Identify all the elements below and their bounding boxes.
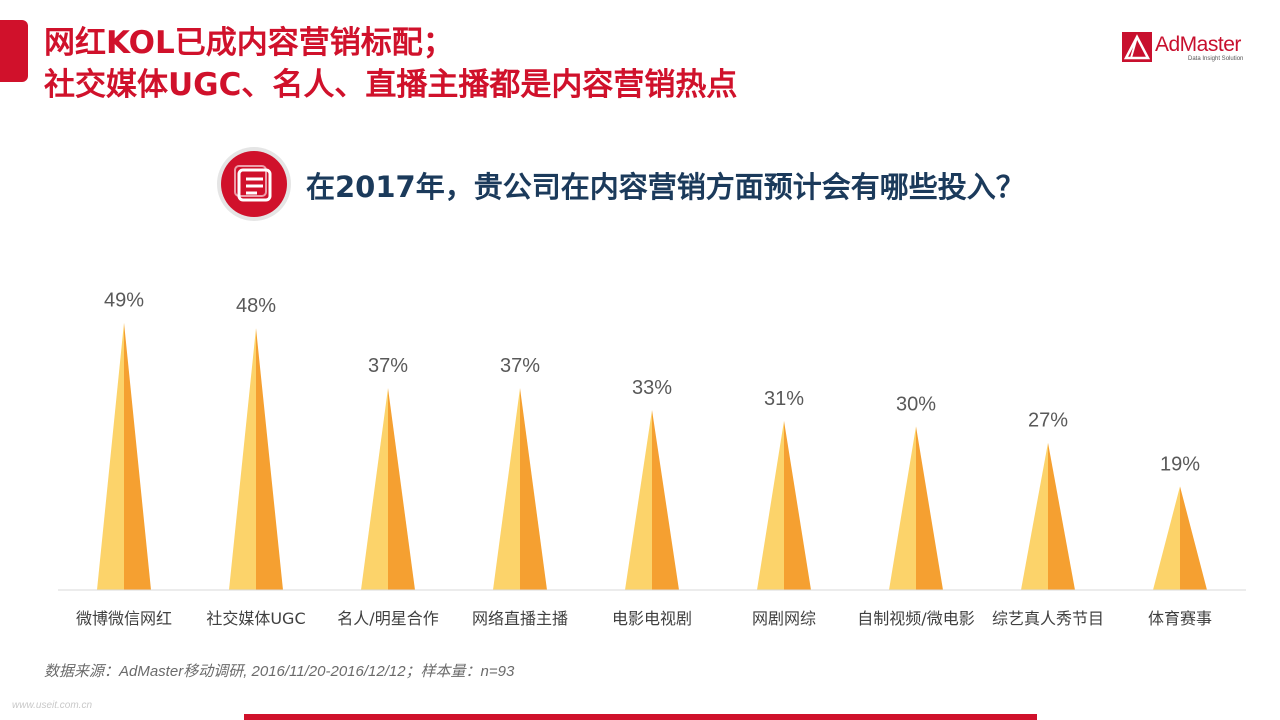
cone-bar	[1021, 442, 1075, 590]
data-label: 27%	[1028, 410, 1068, 432]
cone-bar-dark-face	[1048, 442, 1075, 590]
admaster-logo-mark-icon	[1122, 32, 1152, 62]
logo-tagline: Data Insight Solution	[1188, 56, 1244, 62]
cone-bar-light-face	[1153, 486, 1180, 590]
data-label: 30%	[896, 393, 936, 415]
cone-bar	[361, 388, 415, 590]
cone-bar	[1153, 486, 1207, 590]
data-label: 48%	[236, 295, 276, 317]
cone-bar-dark-face	[1180, 486, 1207, 590]
survey-question: 在2017年，贵公司在内容营销方面预计会有哪些投入？	[306, 170, 1025, 204]
bottom-accent-bar	[244, 714, 1037, 720]
admaster-logo: AdMaster Data Insight Solution	[1122, 32, 1262, 72]
data-label: 31%	[764, 388, 804, 410]
data-label: 37%	[368, 355, 408, 377]
cone-bar-dark-face	[916, 426, 943, 590]
cone-bar-light-face	[889, 426, 916, 590]
category-label: 自制视频/微电影	[857, 609, 974, 628]
cone-bar-light-face	[493, 388, 520, 590]
cone-bar	[625, 410, 679, 590]
cone-bar-light-face	[229, 328, 256, 590]
document-list-icon	[215, 145, 293, 223]
data-label: 33%	[632, 377, 672, 399]
cone-bar-light-face	[625, 410, 652, 590]
cone-bar-light-face	[1021, 442, 1048, 590]
cone-bar	[229, 328, 283, 590]
cone-bar-dark-face	[520, 388, 547, 590]
accent-tab	[0, 20, 28, 82]
category-label: 社交媒体UGC	[206, 609, 305, 628]
category-label: 电影电视剧	[612, 609, 692, 628]
category-label: 网剧网综	[752, 609, 816, 628]
category-label: 体育赛事	[1148, 609, 1212, 628]
cone-bar-dark-face	[784, 420, 811, 590]
category-label: 名人/明星合作	[337, 609, 438, 628]
cone-bar-light-face	[757, 420, 784, 590]
cone-bar	[493, 388, 547, 590]
title-line-1: 网红KOL已成内容营销标配；	[44, 25, 454, 61]
category-label: 综艺真人秀节目	[992, 609, 1104, 628]
data-source-note: 数据来源：AdMaster移动调研, 2016/11/20-2016/12/12…	[44, 663, 515, 680]
cone-bar	[97, 322, 151, 590]
category-label: 网络直播主播	[472, 609, 568, 628]
cone-bar-light-face	[97, 322, 124, 590]
watermark: www.useit.com.cn	[12, 700, 93, 711]
cone-bar-dark-face	[256, 328, 283, 590]
cone-bar-light-face	[361, 388, 388, 590]
data-label: 19%	[1160, 453, 1200, 475]
cone-bar-dark-face	[124, 322, 151, 590]
cone-bar-dark-face	[652, 410, 679, 590]
category-label: 微博微信网红	[76, 609, 172, 628]
cone-bar	[757, 420, 811, 590]
data-label: 37%	[500, 355, 540, 377]
title-line-2: 社交媒体UGC、名人、直播主播都是内容营销热点	[44, 67, 738, 103]
data-label: 49%	[104, 290, 144, 312]
logo-brand: AdMaster	[1155, 33, 1241, 56]
page-title: 网红KOL已成内容营销标配； 社交媒体UGC、名人、直播主播都是内容营销热点	[44, 22, 737, 106]
cone-bar	[889, 426, 943, 590]
cone-bar-dark-face	[388, 388, 415, 590]
